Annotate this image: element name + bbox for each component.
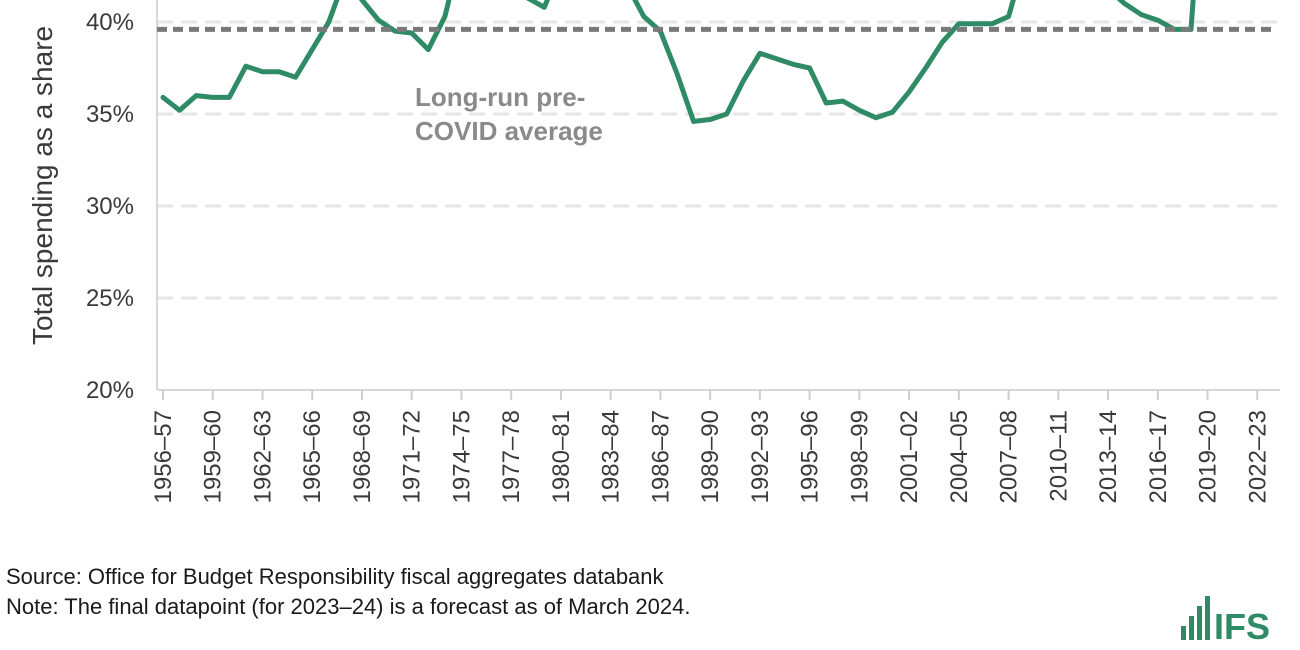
x-tick-label: 1965–66: [299, 410, 326, 503]
x-tick-label: 2019–20: [1195, 410, 1222, 503]
axes: [156, 0, 1280, 391]
x-tick-label: 1956–57: [150, 410, 177, 503]
y-tick-label: 40%: [86, 9, 134, 36]
y-tick-label: 30%: [86, 193, 134, 220]
x-tick-label: 1968–69: [349, 410, 376, 503]
y-tick-label: 25%: [86, 285, 134, 312]
x-tick-label: 1998–99: [846, 410, 873, 503]
x-tick-label: 1980–81: [548, 410, 575, 503]
average-annotation: Long-run pre- COVID average: [415, 82, 603, 146]
x-tick-label: 1977–78: [498, 410, 525, 503]
x-tick-label: 2013–14: [1095, 410, 1122, 503]
y-tick-label: 20%: [86, 377, 134, 404]
y-ticks: 20% 25% 30% 35% 40%: [86, 9, 134, 404]
line-chart: 20% 25% 30% 35% 40% 1956–57 1959–60 1962–63 196…: [27, 0, 1280, 503]
x-tick-label: 2022–23: [1244, 410, 1271, 503]
annotation-line-2: COVID average: [415, 116, 603, 146]
source-note: Source: Office for Budget Responsibility…: [6, 564, 664, 589]
x-ticks: 1956–57 1959–60 1962–63 1965–66 1968–69 1971–…: [150, 390, 1271, 503]
x-tick-label: 2016–17: [1145, 410, 1172, 503]
x-tick-label: 1959–60: [200, 410, 227, 503]
x-tick-label: 2010–11: [1045, 410, 1072, 502]
y-tick-label: 35%: [86, 101, 134, 128]
x-tick-label: 1971–72: [399, 410, 426, 503]
spending-line: [160, 0, 1196, 124]
ifs-logo: IFS: [1181, 596, 1270, 642]
x-tick-label: 1989–90: [697, 410, 724, 503]
x-tick-label: 2001–02: [896, 410, 923, 503]
x-tick-label: 2004–05: [946, 410, 973, 503]
annotation-line-1: Long-run pre-: [415, 82, 585, 112]
gridlines: [157, 20, 1280, 300]
y-axis-label: Total spending as a share: [27, 26, 58, 345]
x-tick-label: 1983–84: [598, 410, 625, 503]
forecast-note: Note: The final datapoint (for 2023–24) …: [6, 594, 691, 619]
x-tick-label: 1992–93: [747, 410, 774, 503]
x-tick-label: 1986–87: [647, 410, 674, 503]
x-tick-label: 1995–96: [797, 410, 824, 503]
logo-text: IFS: [1214, 606, 1270, 642]
x-tick-label: 1974–75: [448, 410, 475, 503]
x-tick-label: 2007–08: [996, 410, 1023, 503]
x-tick-label: 1962–63: [249, 410, 276, 503]
series-layer: [157, 0, 1272, 124]
